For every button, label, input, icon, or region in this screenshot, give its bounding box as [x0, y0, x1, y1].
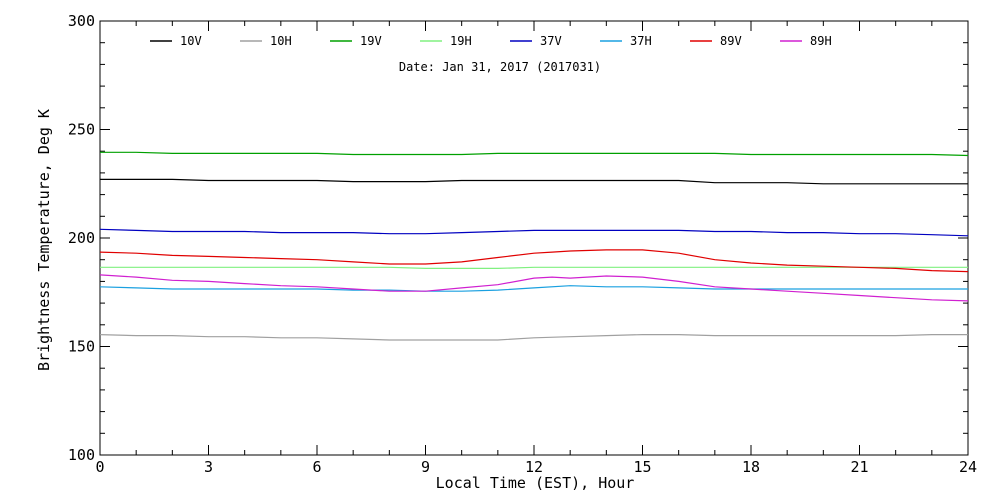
- x-tick-label: 9: [421, 458, 430, 476]
- x-tick-label: 15: [633, 458, 651, 476]
- series-line-89v: [99, 249, 969, 273]
- y-tick-label: 250: [68, 121, 95, 139]
- legend-label-89v: 89V: [720, 34, 742, 48]
- legend-label-37v: 37V: [540, 34, 562, 48]
- x-tick-label: 12: [525, 458, 543, 476]
- x-tick-label: 3: [204, 458, 213, 476]
- series-line-19h: [100, 266, 968, 269]
- x-tick-label: 0: [95, 458, 104, 476]
- legend-label-89h: 89H: [810, 34, 832, 48]
- x-axis-title: Local Time (EST), Hour: [436, 474, 635, 492]
- series-line-10v: [100, 178, 968, 185]
- y-axis-title: Brightness Temperature, Deg K: [35, 109, 53, 371]
- legend-label-19v: 19V: [360, 34, 382, 48]
- x-tick-label: 21: [850, 458, 868, 476]
- series-lines: [99, 151, 969, 341]
- legend: 10V 10H 19V 19H 37V 37H 89V 89H: [150, 34, 832, 48]
- x-tick-label: 6: [312, 458, 321, 476]
- series-line-19v: [100, 151, 969, 157]
- axes: 0 3 6 9 12 15 18 21 24 100 150 200 250 300: [68, 12, 977, 476]
- series-line-37v: [99, 228, 969, 237]
- y-tick-label: 150: [68, 338, 95, 356]
- y-tick-label: 300: [68, 12, 95, 30]
- x-tick-label: 18: [742, 458, 760, 476]
- y-tick-label: 100: [68, 446, 95, 464]
- series-line-10h: [99, 334, 968, 341]
- legend-label-37h: 37H: [630, 34, 652, 48]
- chart-subtitle: Date: Jan 31, 2017 (2017031): [399, 60, 601, 74]
- y-tick-label: 200: [68, 229, 95, 247]
- x-tick-label: 24: [959, 458, 977, 476]
- legend-label-10h: 10H: [270, 34, 292, 48]
- plot-frame: [99, 20, 969, 456]
- series-line-89h: [99, 274, 969, 302]
- legend-label-19h: 19H: [450, 34, 472, 48]
- legend-label-10v: 10V: [180, 34, 202, 48]
- series-line-37h: [99, 285, 968, 292]
